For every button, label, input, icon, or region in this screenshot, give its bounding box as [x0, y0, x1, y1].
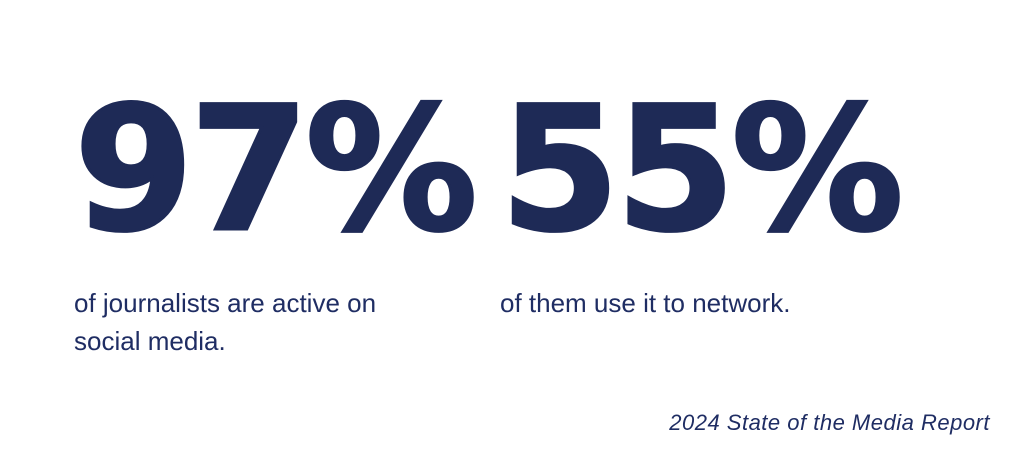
stat-value-97-percent: 97%: [73, 69, 480, 270]
stat-journalists-active: 97% of journalists are active on social …: [73, 69, 480, 360]
stat-value-55-percent: 55%: [499, 69, 906, 270]
stat-caption-use-to-network: of them use it to network.: [500, 288, 791, 318]
stat-use-to-network: 55% of them use it to network.: [499, 69, 920, 322]
stat-caption-journalists-active: of journalists are active on social medi…: [74, 288, 377, 356]
source-attribution: 2024 State of the Media Report: [669, 410, 990, 435]
